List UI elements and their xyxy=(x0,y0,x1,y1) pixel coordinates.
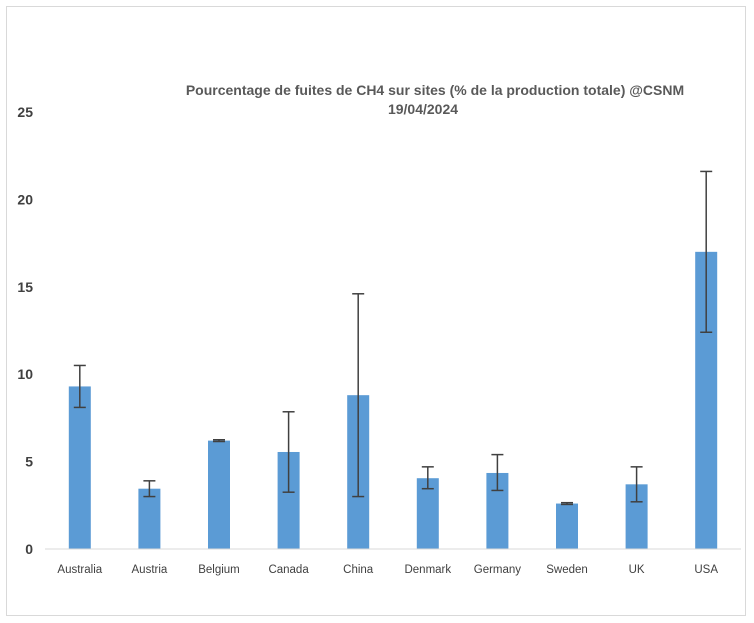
x-tick-label: Denmark xyxy=(404,564,451,576)
bar-australia xyxy=(68,386,91,549)
x-tick-label: Australia xyxy=(57,564,102,576)
x-tick-label: Germany xyxy=(474,564,522,576)
x-tick-label: Canada xyxy=(268,564,309,576)
x-tick-label: USA xyxy=(694,564,718,576)
x-tick-label: Austria xyxy=(132,564,168,576)
bar-sweden xyxy=(556,503,578,549)
x-tick-label: Belgium xyxy=(198,564,240,576)
bar-uk xyxy=(625,484,648,549)
y-tick-label: 20 xyxy=(17,191,33,207)
chart-title-date: 19/04/2024 xyxy=(388,101,458,117)
bar-austria xyxy=(138,488,161,549)
x-tick-label: Sweden xyxy=(546,564,588,576)
bar-chart: Pourcentage de fuites de CH4 sur sites (… xyxy=(17,82,741,576)
error-bars-group xyxy=(73,170,713,506)
bar-belgium xyxy=(208,440,230,549)
y-tick-label: 5 xyxy=(25,454,33,470)
y-axis: 0 5 10 15 20 25 xyxy=(17,104,33,557)
bar-usa xyxy=(695,251,718,549)
x-axis: Australia Austria Belgium Canada China Denmar… xyxy=(57,564,718,576)
y-tick-label: 0 xyxy=(25,541,33,557)
bar-denmark xyxy=(416,478,439,549)
bars-group xyxy=(68,251,718,549)
bar-germany xyxy=(486,472,509,549)
bar-canada xyxy=(277,451,300,549)
x-tick-label: China xyxy=(343,564,374,576)
y-tick-label: 25 xyxy=(17,104,33,120)
y-tick-label: 10 xyxy=(17,366,33,382)
x-tick-label: UK xyxy=(629,564,645,576)
chart-title: Pourcentage de fuites de CH4 sur sites (… xyxy=(186,82,684,98)
y-tick-label: 15 xyxy=(17,279,33,295)
chart-area: Pourcentage de fuites de CH4 sur sites (… xyxy=(6,6,746,616)
